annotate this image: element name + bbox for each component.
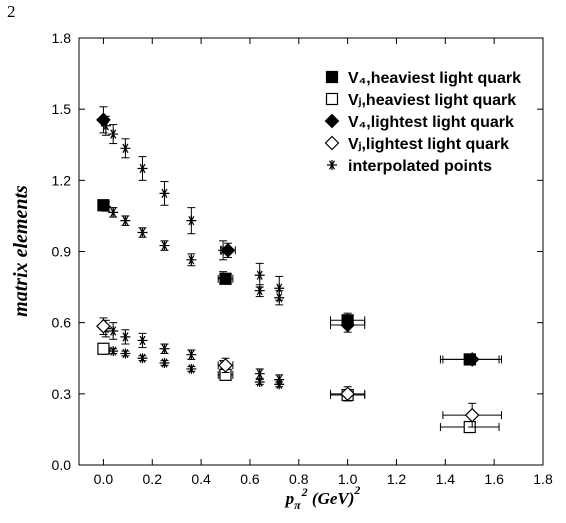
data-point <box>254 285 265 296</box>
data-layer <box>96 106 502 434</box>
data-point <box>137 353 148 364</box>
x-tick-label: 0.4 <box>191 471 211 487</box>
data-point <box>274 379 285 390</box>
legend-marker <box>324 135 340 151</box>
x-tick-label: 1.8 <box>533 471 553 487</box>
data-point <box>464 407 480 423</box>
legend-label: Vⱼ,lightest light quark <box>348 136 509 153</box>
x-axis-label: pπ2 (GeV)2 <box>284 483 361 512</box>
data-point <box>254 270 265 281</box>
data-point <box>108 207 119 218</box>
data-point <box>97 342 110 355</box>
series-3 <box>96 317 502 428</box>
legend-label: Vⱼ,heaviest light quark <box>348 92 516 109</box>
data-point <box>254 376 265 387</box>
data-point <box>254 368 265 379</box>
data-point <box>159 240 170 251</box>
data-point <box>108 325 119 336</box>
series-2 <box>96 106 502 367</box>
y-ticks: 0.0 0.3 0.6 0.9 1.2 1.5 1.8 <box>52 30 543 473</box>
data-point <box>97 199 110 212</box>
data-point <box>274 292 285 303</box>
legend-label: interpolated points <box>348 158 492 175</box>
legend-marker <box>324 113 340 129</box>
x-tick-label: 1.0 <box>338 471 358 487</box>
data-point <box>274 283 285 294</box>
data-point <box>159 357 170 368</box>
legend-marker <box>325 70 339 84</box>
data-point <box>96 318 111 334</box>
data-point <box>100 120 111 131</box>
data-point <box>108 129 119 140</box>
data-point <box>120 348 131 359</box>
data-point <box>159 343 170 354</box>
legend-label: V₄,heaviest light quark <box>348 70 521 87</box>
y-tick-label: 0.6 <box>52 315 72 331</box>
data-point <box>220 242 236 258</box>
y-tick-label: 1.5 <box>52 101 72 117</box>
data-point <box>137 227 148 238</box>
data-point <box>340 317 355 333</box>
data-point <box>137 163 148 174</box>
data-point <box>108 346 119 357</box>
data-point <box>186 215 197 226</box>
x-tick-label: 0.2 <box>143 471 163 487</box>
y-tick-label: 0.3 <box>52 386 72 402</box>
x-tick-label: 1.2 <box>387 471 407 487</box>
x-axis-label-sup1: 2 <box>301 485 308 499</box>
y-tick-label: 1.8 <box>52 30 72 46</box>
series-1 <box>97 342 500 434</box>
data-point <box>186 349 197 360</box>
x-tick-label: 0.6 <box>240 471 260 487</box>
data-point <box>340 386 355 402</box>
data-point <box>120 331 131 342</box>
x-axis-label-sup2: 2 <box>353 483 360 497</box>
x-tick-label: 0.0 <box>94 471 114 487</box>
data-point <box>120 215 131 226</box>
y-tick-label: 0.0 <box>52 457 72 473</box>
x-tick-label: 0.8 <box>289 471 309 487</box>
series-4 <box>100 115 285 390</box>
y-tick-label: 1.2 <box>52 172 72 188</box>
data-point <box>464 352 480 367</box>
legend-marker <box>325 92 339 106</box>
series-0 <box>97 199 500 366</box>
data-point <box>186 363 197 374</box>
x-axis-label-sub: π <box>294 498 301 512</box>
x-ticks: 0.0 0.2 0.4 0.6 0.8 1.0 1.2 1.4 1.6 1.8 <box>94 38 553 487</box>
x-tick-label: 1.4 <box>436 471 456 487</box>
page-number: 2 <box>7 2 16 21</box>
y-axis-label: matrix elements <box>10 185 32 317</box>
legend: V₄,heaviest light quark Vⱼ,heaviest light… <box>324 70 521 175</box>
data-point <box>219 272 232 285</box>
legend-label: V₄,lightest light quark <box>348 114 514 131</box>
data-point <box>218 358 233 373</box>
data-point <box>120 143 131 154</box>
data-point <box>137 335 148 346</box>
data-point <box>159 188 170 199</box>
legend-marker <box>327 160 337 170</box>
y-tick-label: 0.9 <box>52 244 72 260</box>
data-point <box>96 112 111 128</box>
x-tick-label: 1.6 <box>484 471 504 487</box>
data-point <box>186 254 197 265</box>
